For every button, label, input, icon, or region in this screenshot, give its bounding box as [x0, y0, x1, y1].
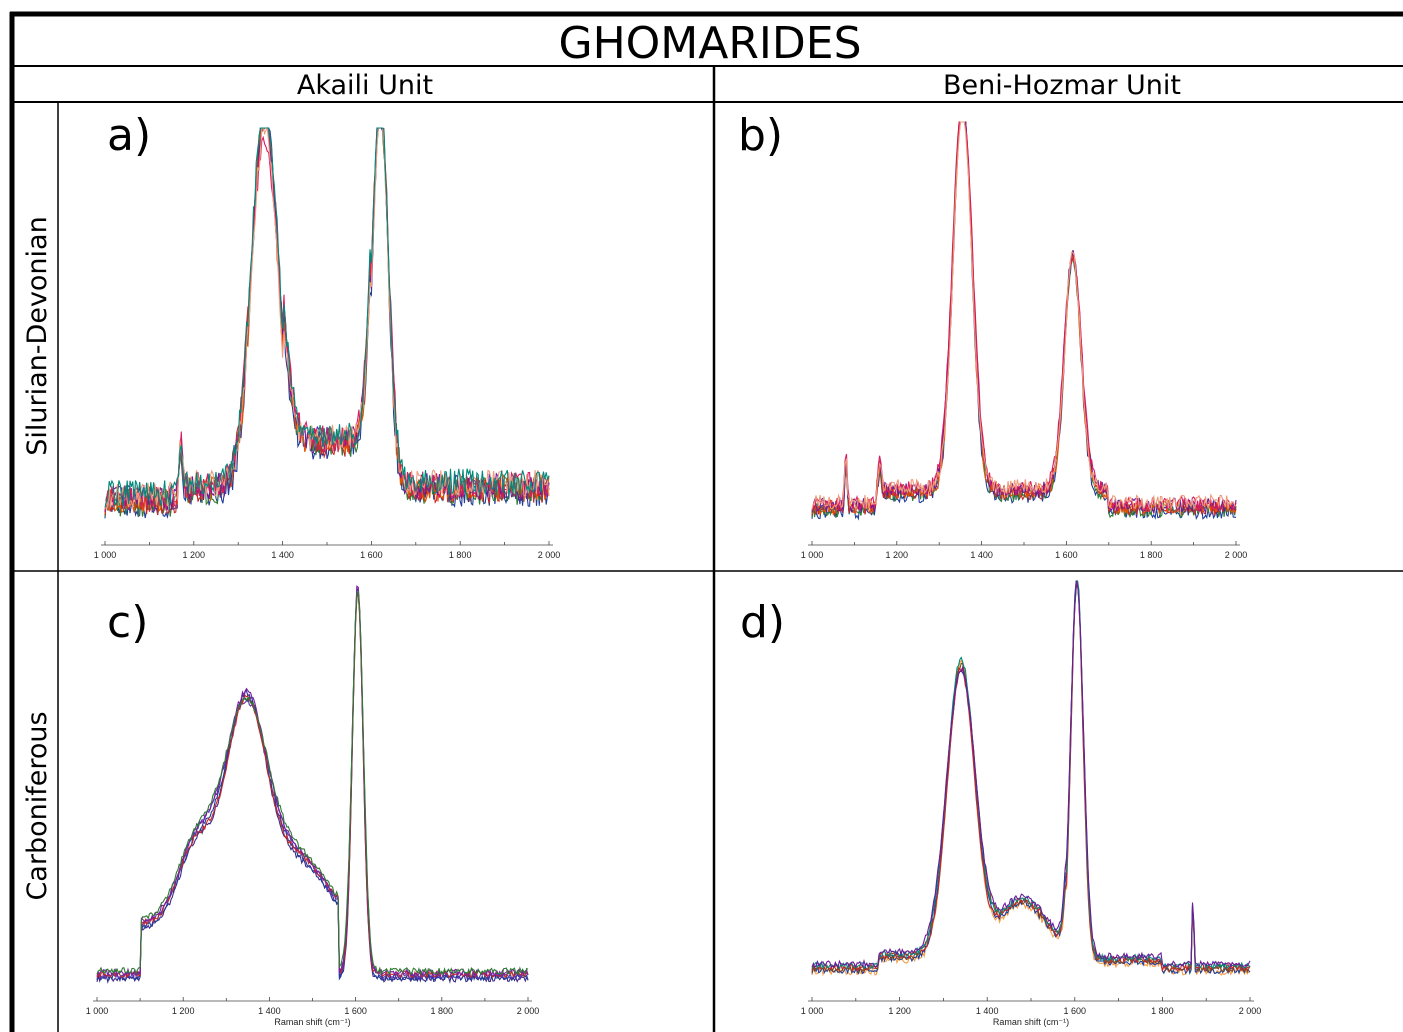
row-header-silurian-devonian: Silurian-Devonian: [22, 216, 53, 455]
x-tick-label: 1 000: [801, 1006, 824, 1016]
panel-c: c) 1 000 1 200 1 400 1 600 1 800 2 000 Raman sh…: [86, 585, 540, 1027]
x-tick-label: 1 000: [86, 1006, 109, 1016]
x-tick-label: 2 000: [517, 1006, 540, 1016]
series-line: [811, 581, 1251, 973]
x-tick-label: 1 800: [431, 1006, 454, 1016]
row-header-carboniferous: Carboniferous: [22, 711, 53, 900]
x-tick-label: 2 000: [1225, 550, 1248, 560]
x-tick-label: 1 200: [183, 550, 206, 560]
x-tick-label: 1 400: [976, 1006, 999, 1016]
series-line: [104, 127, 550, 520]
figure-title: GHOMARIDES: [558, 18, 861, 69]
column-header-beni-hozmar: Beni-Hozmar Unit: [943, 70, 1181, 101]
x-tick-label: 1 600: [360, 550, 383, 560]
panel-b: b) 1 000 1 200 1 400 1 600 1 800 2 000: [738, 110, 1247, 560]
series-line: [104, 127, 550, 508]
series-line: [811, 121, 1237, 519]
table-grid: [9, 11, 1403, 1032]
panel-label: a): [107, 110, 151, 161]
series-line: [96, 592, 529, 982]
x-axis-title: Raman shift (cm⁻¹): [274, 1017, 350, 1027]
x-tick-label: 1 600: [1064, 1006, 1087, 1016]
x-tick-label: 1 200: [172, 1006, 195, 1016]
panel-a: a) 1 000 1 200 1 400 1 600 1 800 2 000: [94, 110, 561, 560]
series-line: [811, 581, 1251, 975]
series-line: [811, 580, 1251, 971]
x-tick-label: 1 400: [258, 1006, 281, 1016]
x-tick-label: 1 600: [1055, 550, 1078, 560]
x-tick-label: 1 000: [94, 550, 117, 560]
x-tick-label: 1 800: [1151, 1006, 1174, 1016]
series-line: [811, 121, 1237, 516]
x-tick-label: 1 200: [888, 1006, 911, 1016]
panel-label: c): [107, 597, 148, 648]
x-axis-title: Raman shift (cm⁻¹): [993, 1017, 1069, 1027]
series-line: [811, 121, 1237, 516]
series-line: [811, 580, 1251, 969]
x-tick-label: 2 000: [538, 550, 561, 560]
x-tick-label: 2 000: [1239, 1006, 1262, 1016]
x-tick-label: 1 400: [970, 550, 993, 560]
x-tick-label: 1 800: [449, 550, 472, 560]
column-header-akaili: Akaili Unit: [297, 70, 433, 101]
series-line: [811, 121, 1237, 512]
x-tick-label: 1 400: [271, 550, 294, 560]
series-line: [811, 579, 1251, 974]
series-line: [811, 121, 1237, 515]
series-line: [96, 585, 529, 978]
series-line: [96, 589, 529, 977]
panel-d: d) 1 000 1 200 1 400 1 600 1 800 2 000 Raman sh…: [740, 579, 1262, 1027]
x-tick-label: 1 600: [344, 1006, 367, 1016]
series-line: [811, 579, 1251, 977]
series-line: [96, 586, 529, 984]
series-line: [96, 593, 529, 979]
x-tick-label: 1 800: [1140, 550, 1163, 560]
series-line: [96, 593, 529, 981]
panel-label: d): [740, 597, 785, 648]
series-line: [811, 121, 1237, 521]
x-tick-label: 1 200: [886, 550, 909, 560]
series-line: [811, 121, 1237, 511]
x-tick-label: 1 000: [801, 550, 824, 560]
panel-label: b): [738, 110, 783, 161]
